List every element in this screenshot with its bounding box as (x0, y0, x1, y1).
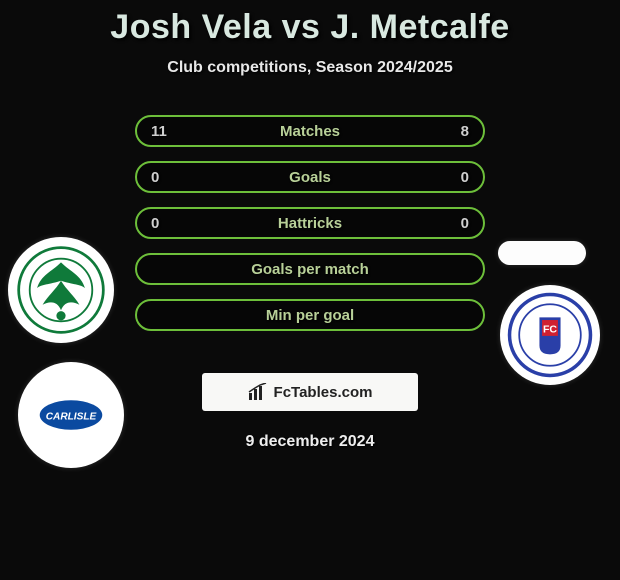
stat-row: 0 Goals 0 (135, 161, 485, 193)
bar-chart-icon (248, 383, 268, 401)
stat-left-value: 0 (151, 169, 159, 186)
stat-right-value: 0 (461, 215, 469, 232)
player1-club-badge (8, 237, 114, 343)
stat-left-value: 11 (151, 123, 167, 140)
stat-label: Hattricks (278, 215, 342, 232)
stat-label: Matches (280, 123, 340, 140)
page-subtitle: Club competitions, Season 2024/2025 (0, 59, 620, 77)
stat-row: Goals per match (135, 253, 485, 285)
comparison-card: Josh Vela vs J. Metcalfe Club competitio… (0, 0, 620, 580)
stat-right-value: 0 (461, 169, 469, 186)
carlisle-badge-icon: CARLISLE (25, 369, 117, 461)
stat-label: Min per goal (266, 307, 354, 324)
stat-label: Goals per match (251, 261, 369, 278)
chesterfield-crest-icon: FC (506, 291, 594, 379)
svg-text:CARLISLE: CARLISLE (46, 412, 97, 423)
player2-club2-badge: FC (500, 285, 600, 385)
site-attribution[interactable]: FcTables.com (202, 373, 418, 411)
stat-left-value: 0 (151, 215, 159, 232)
stat-row: 0 Hattricks 0 (135, 207, 485, 239)
player1-club2-badge: CARLISLE (18, 362, 124, 468)
svg-text:FC: FC (543, 323, 557, 335)
stat-right-value: 8 (461, 123, 469, 140)
page-title: Josh Vela vs J. Metcalfe (0, 8, 620, 47)
stat-row: Min per goal (135, 299, 485, 331)
stats-area: CARLISLE FC 11Matches80Goals00Hattricks0… (0, 115, 620, 355)
green-eagle-crest-icon (15, 244, 107, 336)
site-attribution-label: FcTables.com (274, 384, 373, 401)
stat-label: Goals (289, 169, 331, 186)
player2-club-badge (498, 241, 586, 265)
stat-row: 11 Matches 8 (135, 115, 485, 147)
